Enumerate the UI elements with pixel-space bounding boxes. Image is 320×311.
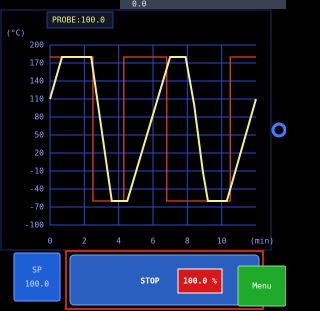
- x-tick-label: 10: [217, 237, 227, 246]
- x-tick-label: 0: [48, 237, 53, 246]
- stop-label: STOP: [140, 277, 159, 286]
- y-tick-label: 110: [30, 95, 45, 104]
- y-tick-label: 140: [30, 77, 45, 86]
- y-tick-label: 200: [30, 41, 45, 50]
- x-axis-label: (min): [250, 237, 274, 246]
- y-tick-label: -10: [30, 167, 45, 176]
- screen: 0.0 PROBE:100.0 (°C) (min) 2001701401108…: [0, 0, 286, 311]
- y-tick-label: -70: [30, 203, 45, 212]
- sp-value: 100.0: [25, 280, 49, 289]
- y-axis-label: (°C): [6, 29, 25, 38]
- x-tick-label: 2: [82, 237, 87, 246]
- x-tick-label: 8: [185, 237, 190, 246]
- output-value: 100.0 %: [183, 277, 217, 286]
- y-tick-label: 50: [34, 131, 44, 140]
- y-tick-label: 20: [34, 149, 44, 158]
- x-tick-label: 6: [151, 237, 156, 246]
- sp-label: SP: [32, 266, 42, 275]
- y-tick-label: -40: [30, 185, 45, 194]
- sp-button[interactable]: [14, 253, 60, 301]
- y-tick-label: 80: [34, 113, 44, 122]
- settings-icon[interactable]: [273, 124, 285, 136]
- probe-label: PROBE:100.0: [52, 16, 105, 25]
- y-tick-label: -100: [25, 221, 44, 230]
- x-tick-label: 4: [116, 237, 121, 246]
- menu-label: Menu: [252, 282, 271, 291]
- y-tick-label: 170: [30, 59, 45, 68]
- top-value: 0.0: [132, 0, 147, 9]
- page: {"top_value": "0.0", "probe_label": "PRO…: [0, 0, 286, 311]
- stop-button[interactable]: [70, 255, 259, 305]
